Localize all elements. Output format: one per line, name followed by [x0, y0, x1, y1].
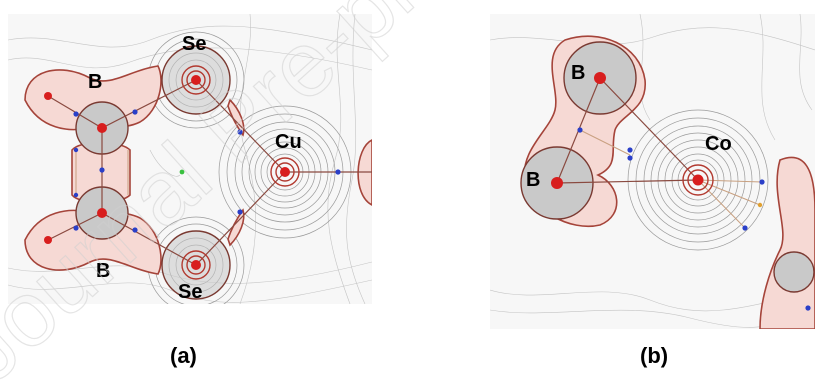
co-contours: [627, 109, 769, 251]
atom-label-b-lower: B: [96, 260, 110, 282]
ring-critical-point: [179, 169, 185, 175]
atom-label-cu: Cu: [275, 131, 302, 153]
atom-label-se-top: Se: [182, 33, 206, 55]
atom-label-co: Co: [705, 133, 732, 155]
boron-cores-b: [520, 41, 815, 293]
ring-critical-point-b: [757, 202, 763, 208]
panel-b: [490, 14, 815, 329]
panel-label-a: (a): [170, 343, 197, 368]
panel-a: [8, 14, 372, 304]
atom-label-b-lower-b: B: [526, 169, 540, 191]
nuclei-b: [551, 72, 714, 196]
atom-label-b-upper-b: B: [571, 62, 585, 84]
atom-label-b-upper: B: [88, 71, 102, 93]
panel-label-b: (b): [640, 343, 668, 368]
atom-label-se-bottom: Se: [178, 281, 202, 303]
critical-points-b: [577, 127, 811, 311]
nuclei-a: [44, 65, 300, 280]
critical-points-a: [73, 109, 341, 233]
